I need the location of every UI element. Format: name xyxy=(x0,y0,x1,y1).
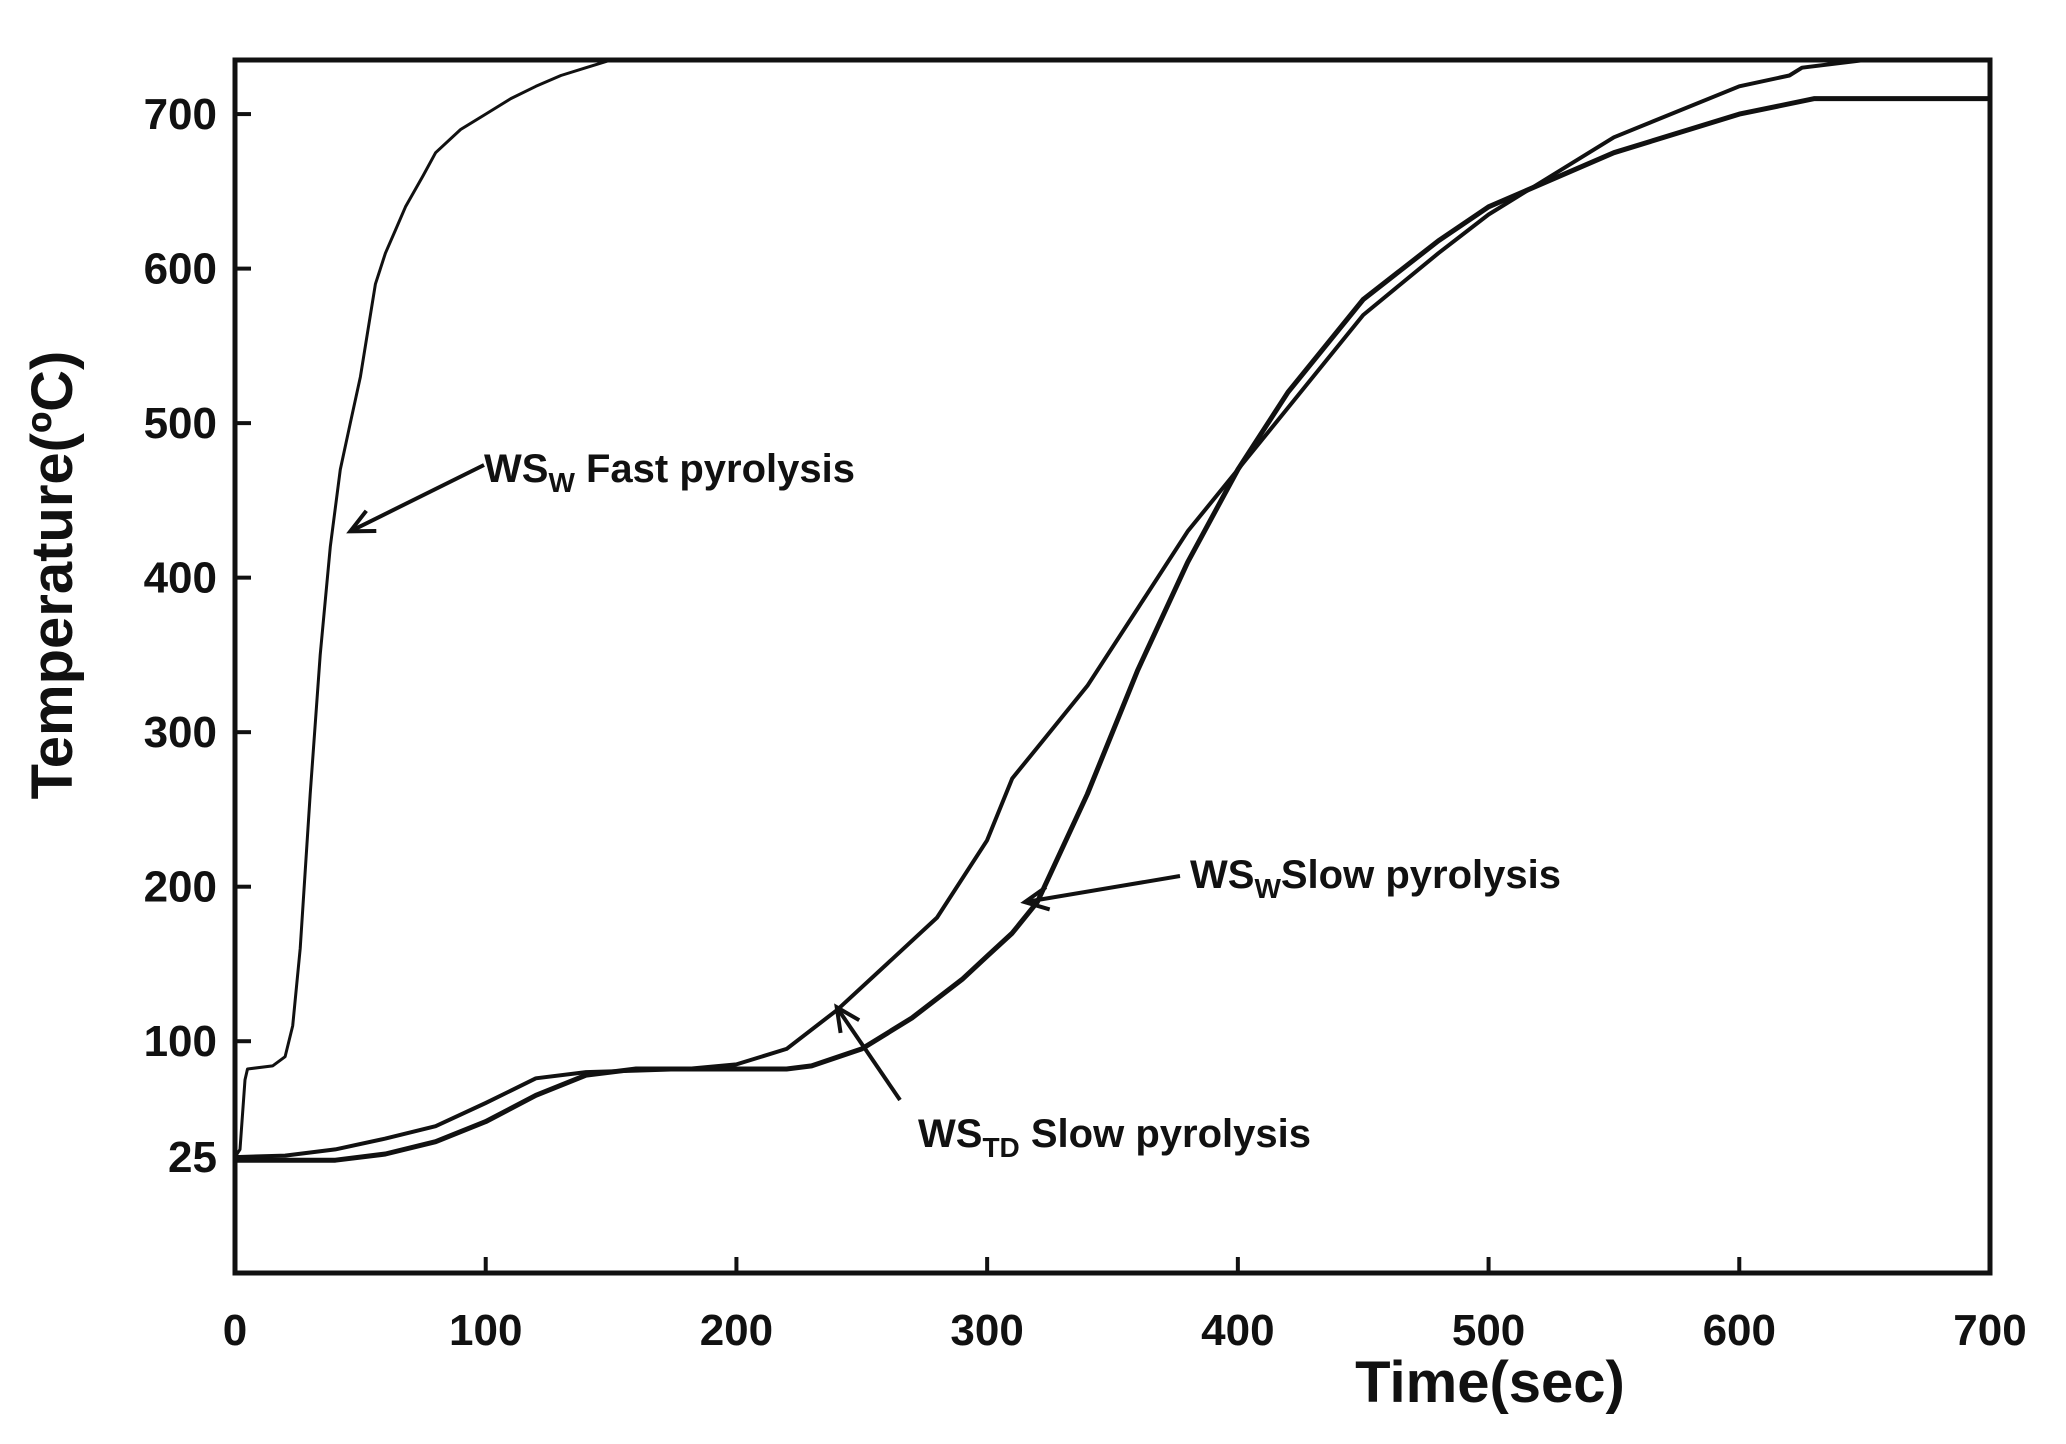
x-tick-label: 200 xyxy=(700,1306,773,1355)
y-axis-title: Temperature(ºC) xyxy=(20,351,85,800)
series-line-2 xyxy=(235,96,1990,1163)
annotation-label-main: WS xyxy=(1190,853,1254,897)
annotation-arrowhead xyxy=(834,1003,861,1034)
annotation-arrow-line xyxy=(835,1006,902,1102)
annotation-label-main: WS xyxy=(484,447,548,491)
x-axis-title: Time(sec) xyxy=(1355,1350,1625,1415)
annotation-label-rest: Slow pyrolysis xyxy=(1281,853,1561,897)
annotation-label-main: WS xyxy=(918,1112,982,1156)
y-tick-label: 100 xyxy=(144,1017,217,1066)
annotation-label: WSWSlow pyrolysis xyxy=(1190,853,1561,904)
annotation-3: WSTD Slow pyrolysis xyxy=(834,1003,1311,1163)
annotation-arrow-line xyxy=(349,463,485,534)
y-tick-label: 200 xyxy=(144,863,217,912)
y-tick-label: 25 xyxy=(168,1133,217,1182)
annotation-arrow-line xyxy=(1024,874,1181,905)
annotation-label-subscript: TD xyxy=(982,1132,1019,1163)
series-line-1 xyxy=(235,60,613,1159)
x-tick-label: 300 xyxy=(950,1306,1023,1355)
y-axis-ticks: 25 100 200 300 400 500 600 700 xyxy=(144,90,251,1182)
x-tick-label: 0 xyxy=(223,1306,247,1355)
x-tick-label: 600 xyxy=(1703,1306,1776,1355)
series-line-3 xyxy=(235,60,1990,1160)
y-tick-label: 500 xyxy=(144,399,217,448)
annotation-label-subscript: W xyxy=(1254,873,1281,904)
x-tick-label: 100 xyxy=(449,1306,522,1355)
annotation-arrowhead xyxy=(346,509,377,534)
x-tick-label: 400 xyxy=(1201,1306,1274,1355)
annotation-label: WSW Fast pyrolysis xyxy=(484,447,855,498)
series-layer xyxy=(235,60,1990,1163)
annotation-label-rest: Slow pyrolysis xyxy=(1020,1112,1311,1156)
x-tick-label: 700 xyxy=(1953,1306,2026,1355)
annotation-2: WSWSlow pyrolysis xyxy=(1020,853,1561,912)
x-tick-label: 500 xyxy=(1452,1306,1525,1355)
annotation-arrowhead xyxy=(1020,885,1051,912)
plot-frame xyxy=(232,57,1993,1276)
annotation-label: WSTD Slow pyrolysis xyxy=(918,1112,1311,1163)
y-tick-label: 600 xyxy=(144,245,217,294)
y-tick-label: 700 xyxy=(144,90,217,139)
y-tick-label: 400 xyxy=(144,554,217,603)
annotation-label-rest: Fast pyrolysis xyxy=(575,447,855,491)
y-tick-label: 300 xyxy=(144,708,217,757)
x-axis-ticks: 0 100 200 300 400 500 600 700 xyxy=(223,1257,2027,1355)
annotation-1: WSW Fast pyrolysis xyxy=(346,447,855,534)
annotation-label-subscript: W xyxy=(548,467,575,498)
